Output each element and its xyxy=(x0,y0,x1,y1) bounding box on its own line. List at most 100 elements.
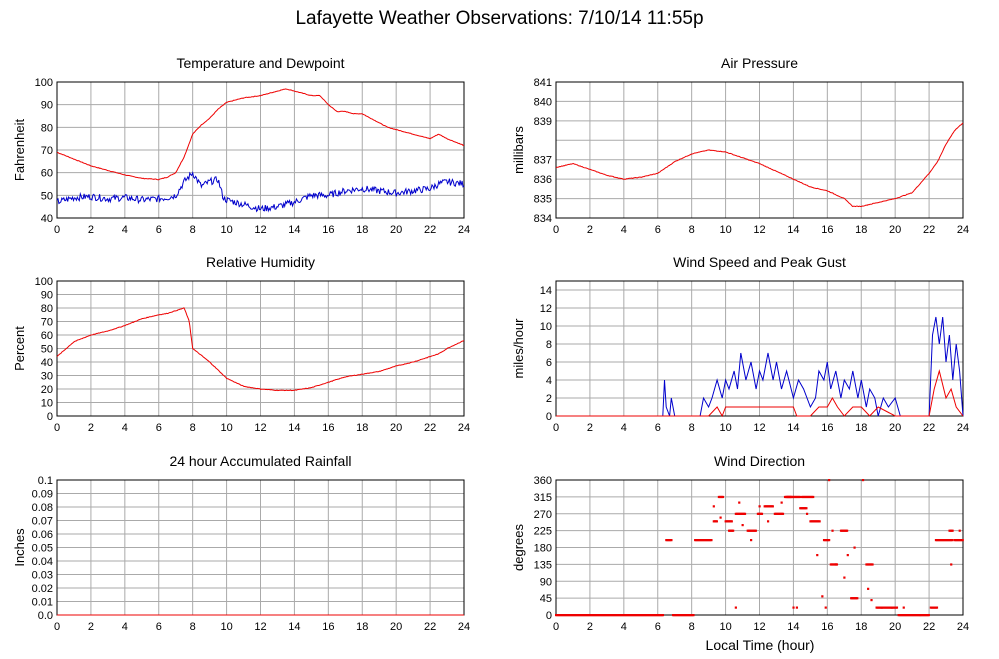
wind-ytick-label: 8 xyxy=(546,339,552,351)
direction-point xyxy=(961,539,964,542)
wind-xtick-label: 24 xyxy=(957,422,969,434)
temp-title: Temperature and Dewpoint xyxy=(176,55,344,71)
temp-series-0 xyxy=(56,88,465,181)
humidity-xtick-label: 12 xyxy=(254,422,266,434)
humidity-xtick-label: 24 xyxy=(458,422,470,434)
temp-frame xyxy=(56,81,465,219)
pressure-xtick-label: 10 xyxy=(719,224,731,236)
rain-xtick-label: 20 xyxy=(390,621,402,633)
rain-xtick-label: 18 xyxy=(356,621,368,633)
rain-ytick-label: 0.1 xyxy=(38,475,53,487)
rain-ylabel: Inches xyxy=(12,528,27,567)
humidity-xtick-label: 22 xyxy=(424,422,436,434)
pressure-ylabel: millibars xyxy=(511,126,526,174)
direction-xtick-label: 16 xyxy=(821,621,833,633)
pressure-ytick-label: 840 xyxy=(534,96,552,108)
rain-xtick-label: 6 xyxy=(156,621,162,633)
rain-title: 24 hour Accumulated Rainfall xyxy=(169,453,351,469)
humidity-xtick-label: 14 xyxy=(288,422,300,434)
page-title: Lafayette Weather Observations: 7/10/14 … xyxy=(295,8,704,29)
wind-xtick-label: 2 xyxy=(587,422,593,434)
direction-point xyxy=(846,529,849,532)
pressure-xtick-label: 16 xyxy=(821,224,833,236)
pressure-ytick-label: 836 xyxy=(534,174,552,186)
direction-point xyxy=(951,529,954,532)
wind-xtick-label: 14 xyxy=(787,422,799,434)
temp-xtick-label: 24 xyxy=(458,224,470,236)
direction-point xyxy=(880,606,883,609)
temp-ytick-label: 60 xyxy=(41,168,53,180)
direction-ylabel: degrees xyxy=(511,524,526,571)
direction-ytick-label: 360 xyxy=(534,475,552,487)
direction-point xyxy=(856,597,859,600)
pressure-ytick-label: 837 xyxy=(534,155,552,167)
rain-xtick-label: 12 xyxy=(254,621,266,633)
wind-xtick-label: 10 xyxy=(719,422,731,434)
temp-xtick-label: 14 xyxy=(288,224,300,236)
wind-xtick-label: 6 xyxy=(655,422,661,434)
direction-point xyxy=(692,614,695,617)
direction-point xyxy=(710,539,713,542)
temp-xtick-label: 20 xyxy=(390,224,402,236)
rain-ytick-label: 0.04 xyxy=(32,556,53,568)
rain-xtick-label: 0 xyxy=(54,621,60,633)
pressure-xtick-label: 24 xyxy=(957,224,969,236)
direction-point xyxy=(771,505,774,508)
direction-point xyxy=(950,563,953,566)
direction-point xyxy=(670,539,673,542)
pressure-xtick-label: 0 xyxy=(553,224,559,236)
rain-xtick-label: 22 xyxy=(424,621,436,633)
wind-xtick-label: 4 xyxy=(621,422,627,434)
pressure-series-0 xyxy=(555,122,964,208)
humidity-ytick-label: 50 xyxy=(41,344,53,356)
direction-ytick-label: 135 xyxy=(534,559,552,571)
direction-xtick-label: 4 xyxy=(621,621,627,633)
wind-ytick-label: 10 xyxy=(540,321,552,333)
direction-point xyxy=(798,495,802,499)
direction-xtick-label: 6 xyxy=(655,621,661,633)
direction-point xyxy=(805,512,809,515)
humidity-ytick-label: 80 xyxy=(41,303,53,315)
direction-point xyxy=(781,512,785,515)
humidity-xtick-label: 6 xyxy=(156,422,162,434)
direction-ytick-label: 45 xyxy=(540,593,552,605)
direction-ytick-label: 315 xyxy=(534,492,552,504)
humidity-xtick-label: 20 xyxy=(390,422,402,434)
rain-xtick-label: 16 xyxy=(322,621,334,633)
temp-xtick-label: 8 xyxy=(190,224,196,236)
direction-point xyxy=(867,587,870,590)
x-axis-label: Local Time (hour) xyxy=(706,637,815,653)
direction-point xyxy=(831,529,834,532)
direction-xtick-label: 22 xyxy=(923,621,935,633)
direction-frame xyxy=(555,479,964,616)
direction-point xyxy=(853,546,856,549)
direction-xtick-label: 12 xyxy=(753,621,765,633)
wind-xtick-label: 16 xyxy=(821,422,833,434)
direction-point xyxy=(738,501,741,504)
direction-point xyxy=(861,479,865,482)
direction-point xyxy=(895,606,899,609)
direction-ytick-label: 225 xyxy=(534,526,552,538)
humidity-ytick-label: 70 xyxy=(41,317,53,329)
humidity-frame xyxy=(56,280,465,417)
pressure-ytick-label: 834 xyxy=(534,213,552,225)
direction-point xyxy=(792,606,795,609)
humidity-ytick-label: 60 xyxy=(41,330,53,342)
humidity-series-0 xyxy=(56,307,465,392)
humidity-xtick-label: 16 xyxy=(322,422,334,434)
humidity-xtick-label: 8 xyxy=(190,422,196,434)
humidity-title: Relative Humidity xyxy=(206,254,315,270)
temp-ytick-label: 100 xyxy=(35,77,53,89)
temp-xtick-label: 10 xyxy=(220,224,232,236)
pressure-xtick-label: 12 xyxy=(753,224,765,236)
rain-xtick-label: 14 xyxy=(288,621,300,633)
wind-xtick-label: 0 xyxy=(553,422,559,434)
direction-xtick-label: 24 xyxy=(957,621,969,633)
humidity-ytick-label: 20 xyxy=(41,384,53,396)
wind-frame xyxy=(555,280,964,417)
rain-ytick-label: 0.09 xyxy=(32,489,53,501)
direction-point xyxy=(719,516,722,519)
direction-point xyxy=(870,599,873,602)
direction-point xyxy=(805,507,808,510)
